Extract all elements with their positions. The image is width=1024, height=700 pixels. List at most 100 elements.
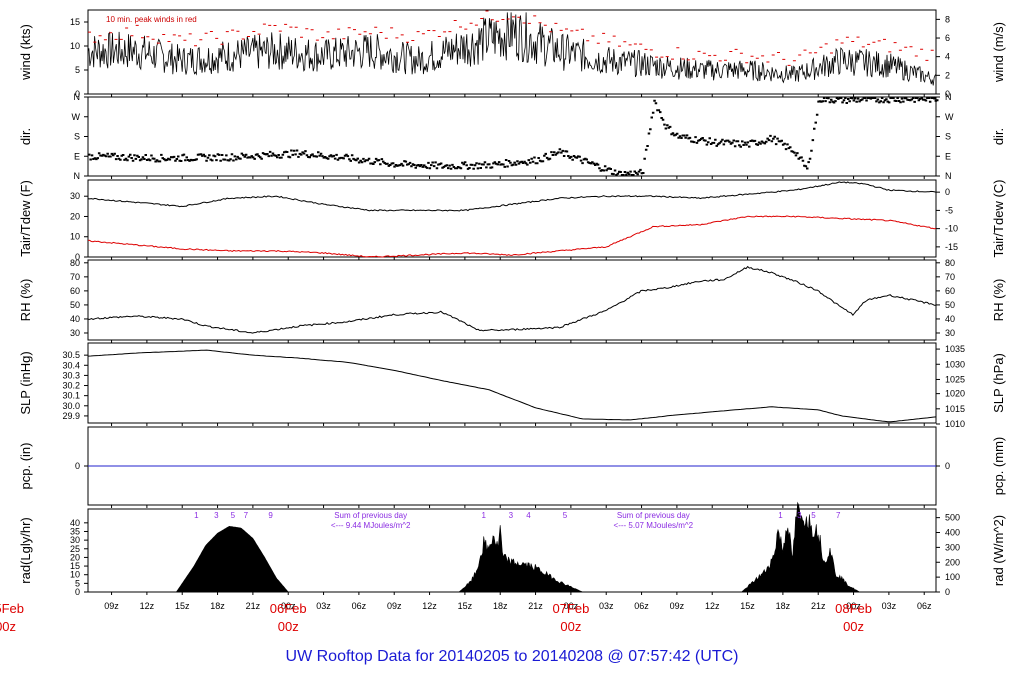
hour-marker: 1 <box>482 511 487 520</box>
left-tick-label: 0 <box>75 89 80 99</box>
left-tick-label: 60 <box>70 286 80 296</box>
left-tick-label: 30.4 <box>62 360 80 370</box>
right-tick-label: 40 <box>945 314 955 324</box>
chart-title: UW Rooftop Data for 20140205 to 20140208… <box>285 648 739 665</box>
hour-marker: 5 <box>811 511 816 520</box>
right-tick-label: W <box>945 112 954 122</box>
right-tick-label: N <box>945 92 952 102</box>
left-tick-label: 25 <box>70 544 80 554</box>
right-axis-label-rad: rad (W/m^2) <box>991 515 1006 586</box>
hour-marker: 5 <box>563 511 568 520</box>
right-axis-label-dir: dir. <box>991 128 1006 145</box>
left-tick-label: 40 <box>70 518 80 528</box>
x-tick-label: 12z <box>705 601 720 611</box>
right-axis-label-wind: wind (m/s) <box>991 22 1006 83</box>
hour-marker: 9 <box>268 511 273 520</box>
hour-marker: 7 <box>836 511 841 520</box>
x-tick-label: 15z <box>458 601 473 611</box>
day-date-label: 05Feb <box>0 601 24 616</box>
left-tick-label: 40 <box>70 314 80 324</box>
left-tick-label: 5 <box>75 578 80 588</box>
panel-frame-temp <box>87 179 937 258</box>
x-tick-label: 03z <box>599 601 614 611</box>
peak-wind-marks <box>88 10 934 66</box>
left-tick-label: 10 <box>70 41 80 51</box>
right-tick-label: 0 <box>945 461 950 471</box>
left-tick-label: S <box>74 132 80 142</box>
right-tick-label: 1025 <box>945 374 965 384</box>
right-axis-label-temp: Tair/Tdew (C) <box>991 179 1006 257</box>
radiation-area-day-2 <box>458 525 583 593</box>
right-axis-label-slp: SLP (hPa) <box>991 353 1006 413</box>
x-tick-label: 06z <box>634 601 649 611</box>
right-tick-label: 60 <box>945 286 955 296</box>
x-tick-label: 18z <box>210 601 225 611</box>
x-tick-label: 00z <box>846 601 861 611</box>
hour-marker: 4 <box>526 511 531 520</box>
left-axis-label-pcp: pcp. (in) <box>18 443 33 490</box>
x-tick-label: 21z <box>811 601 826 611</box>
right-tick-label: 30 <box>945 328 955 338</box>
right-tick-label: 1010 <box>945 419 965 429</box>
hour-marker: 3 <box>509 511 514 520</box>
hour-marker: 3 <box>214 511 219 520</box>
hour-marker: 3 <box>797 511 802 520</box>
hour-marker: 5 <box>231 511 236 520</box>
left-tick-label: 30.3 <box>62 370 80 380</box>
left-tick-label: 15 <box>70 17 80 27</box>
tdew-line <box>87 215 937 258</box>
x-tick-label: 06z <box>917 601 932 611</box>
right-tick-label: 300 <box>945 542 960 552</box>
left-tick-label: 10 <box>70 570 80 580</box>
left-tick-label: W <box>72 112 81 122</box>
daily-sum-label: Sum of previous day <box>334 511 407 520</box>
left-axis-label-rh: RH (%) <box>18 279 33 322</box>
right-axis-label-pcp: pcp. (mm) <box>991 437 1006 496</box>
left-tick-label: 30 <box>70 328 80 338</box>
left-tick-label: 50 <box>70 300 80 310</box>
x-tick-label: 18z <box>776 601 791 611</box>
left-tick-label: 0 <box>75 461 80 471</box>
left-axis-label-slp: SLP (inHg) <box>18 351 33 414</box>
x-tick-label: 15z <box>740 601 755 611</box>
left-tick-label: 20 <box>70 211 80 221</box>
right-tick-label: -15 <box>945 242 958 252</box>
hour-marker: 7 <box>244 511 249 520</box>
right-tick-label: 400 <box>945 528 960 538</box>
day-date-label: 07Feb <box>552 601 589 616</box>
left-tick-label: 70 <box>70 272 80 282</box>
left-tick-label: 15 <box>70 561 80 571</box>
x-tick-label: 03z <box>882 601 897 611</box>
x-tick-label: 03z <box>316 601 331 611</box>
day-time-label: 00z <box>560 619 581 634</box>
daily-sum-value: <--- 9.44 MJoules/m^2 <box>331 521 411 530</box>
left-axis-label-temp: Tair/Tdew (F) <box>18 180 33 257</box>
left-tick-label: 30 <box>70 191 80 201</box>
right-tick-label: 4 <box>945 52 950 62</box>
left-tick-label: N <box>74 92 81 102</box>
x-tick-label: 12z <box>140 601 155 611</box>
left-tick-label: 30.2 <box>62 381 80 391</box>
right-tick-label: 500 <box>945 513 960 523</box>
left-axis-label-wind: wind (kts) <box>18 24 33 81</box>
wind-direction-dots <box>88 97 939 176</box>
right-tick-label: -5 <box>945 205 953 215</box>
right-axis-label-rh: RH (%) <box>991 279 1006 322</box>
daily-sum-label: Sum of previous day <box>617 511 690 520</box>
right-tick-label: 100 <box>945 572 960 582</box>
hour-marker: 1 <box>778 511 783 520</box>
hour-marker: 1 <box>194 511 199 520</box>
x-tick-label: 18z <box>493 601 508 611</box>
right-tick-label: 1030 <box>945 359 965 369</box>
daily-sum-value: <--- 5.07 MJoules/m^2 <box>614 521 694 530</box>
day-date-label: 06Feb <box>270 601 307 616</box>
x-tick-label: 00z <box>281 601 296 611</box>
left-tick-label: 30.0 <box>62 401 80 411</box>
right-tick-label: 0 <box>945 587 950 597</box>
x-tick-label: 06z <box>352 601 367 611</box>
x-tick-label: 09z <box>670 601 685 611</box>
left-tick-label: 35 <box>70 526 80 536</box>
right-tick-label: S <box>945 132 951 142</box>
left-tick-label: 30 <box>70 535 80 545</box>
